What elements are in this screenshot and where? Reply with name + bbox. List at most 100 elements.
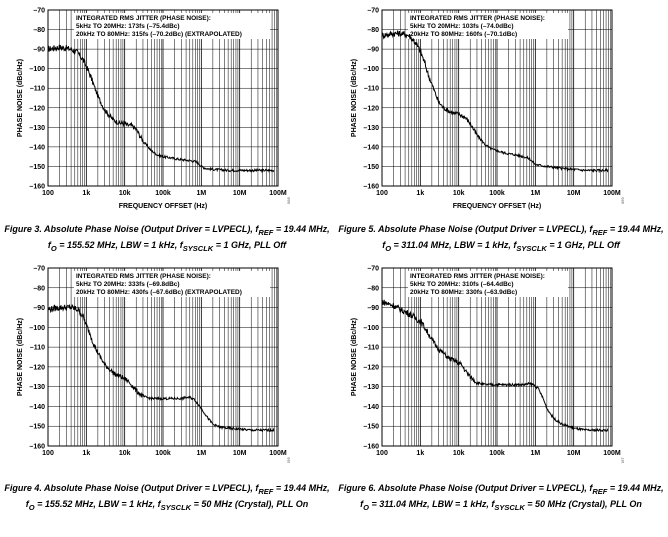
figure-id-label: 056: [286, 457, 291, 463]
y-tick-label: –130: [363, 125, 379, 132]
x-tick-label: 10k: [119, 190, 131, 197]
caption-line1-text: Figure 4. Absolute Phase Noise (Output D…: [4, 483, 259, 493]
annotation-box: [408, 271, 568, 297]
caption-line1-text: Figure 5. Absolute Phase Noise (Output D…: [338, 224, 593, 234]
phase-noise-series-line: [47, 303, 275, 433]
y-axis-label: PHASE NOISE (dBc/Hz): [351, 318, 358, 396]
y-tick-label: –140: [29, 144, 45, 151]
y-tick-label: –150: [363, 164, 379, 171]
caption-line1-text: Figure 6. Absolute Phase Noise (Output D…: [338, 483, 593, 493]
plot-frame: [47, 9, 279, 187]
phase-noise-chart-fig6: –70 –80 –90 –100 –110 –120 –130 –140 –150 –160 100…: [334, 258, 668, 464]
y-tick-label: –70: [33, 8, 45, 15]
y-tick-label: –150: [29, 164, 45, 171]
caption-subscript: SYSCLK: [182, 243, 214, 253]
y-tick-label: –160: [29, 444, 45, 451]
y-tick-label: –120: [363, 364, 379, 371]
x-tick-label: 10M: [233, 450, 247, 457]
figure-id-label: 069: [620, 197, 625, 204]
grid: [47, 9, 279, 187]
chart-svg: –70–80–90–100–110–120–130–140–150–160100…: [17, 8, 291, 211]
figure-caption-fig6: Figure 6. Absolute Phase Noise (Output D…: [334, 482, 668, 514]
y-tick-label: –160: [363, 184, 379, 191]
caption-line1-text: Figure 3. Absolute Phase Noise (Output D…: [4, 224, 259, 234]
x-tick-label: 1k: [416, 190, 424, 197]
x-tick-label: 10k: [453, 450, 465, 457]
annotation-box: [74, 271, 270, 297]
y-tick-label: –90: [367, 47, 379, 54]
annotation-text: INTEGRATED RMS JITTER (PHASE NOISE):: [410, 273, 545, 280]
y-tick-label: –130: [29, 384, 45, 391]
x-tick-label: 10M: [567, 450, 581, 457]
x-tick-label: 100: [376, 450, 388, 457]
plot-frame: [381, 9, 613, 187]
x-axis-label: FREQUENCY OFFSET (Hz): [453, 203, 542, 210]
figure-id-label: 067: [620, 457, 625, 463]
figure-caption-fig5: Figure 5. Absolute Phase Noise (Output D…: [334, 223, 668, 255]
x-tick-label: 100: [42, 450, 54, 457]
figure-id-label: 068: [286, 197, 291, 204]
y-tick-label: –110: [30, 345, 45, 352]
y-tick-label: –140: [29, 404, 45, 411]
caption-subscript: O: [385, 243, 392, 253]
annotation-text: 5kHz TO 20MHz: 103fs (–74.0dBc): [410, 23, 514, 30]
annotation-text: 5kHz TO 20MHz: 173fs (–75.4dBc): [76, 23, 180, 30]
x-tick-label: 1M: [530, 450, 540, 457]
caption-line2-end: = 1 GHz, PLL Off: [213, 239, 287, 250]
caption-line2-rest: = 311.04 MHz, LBW = 1 kHz, f: [368, 498, 495, 509]
caption-line2-end: = 50 MHz (Crystal), PLL On: [524, 498, 642, 509]
phase-noise-series-line: [381, 30, 609, 174]
caption-line1-rest: = 19.44 MHz,: [607, 224, 664, 234]
phase-noise-series-line: [47, 44, 275, 174]
annotation-text: 20kHz TO 80MHz: 430fs (–67.6dBc) (EXTRAP…: [76, 289, 242, 296]
x-tick-label: 100k: [155, 450, 171, 457]
x-tick-label: 10M: [233, 190, 247, 197]
caption-line2-rest: = 311.04 MHz, LBW = 1 kHz, f: [391, 239, 517, 250]
x-tick-label: 100k: [155, 190, 171, 197]
y-tick-label: –110: [30, 86, 45, 93]
plot-frame: [47, 267, 279, 447]
caption-line1-rest: = 19.44 MHz,: [273, 224, 330, 234]
x-tick-label: 100M: [603, 190, 621, 197]
y-tick-label: –70: [367, 8, 379, 15]
y-axis-label: PHASE NOISE (dBc/Hz): [17, 59, 24, 137]
annotation-text: 20kHz TO 80MHz: 160fs (–70.1dBc): [410, 31, 517, 38]
grid: [381, 267, 613, 447]
y-tick-label: –80: [33, 27, 45, 34]
y-tick-label: –160: [29, 184, 45, 191]
caption-line2-text: f: [25, 498, 29, 509]
caption-subscript: SYSCLK: [160, 502, 192, 512]
y-tick-label: –100: [29, 325, 45, 332]
y-tick-label: –120: [363, 105, 379, 112]
x-tick-label: 10k: [119, 450, 131, 457]
y-tick-label: –160: [363, 444, 379, 451]
x-tick-label: 1M: [196, 190, 206, 197]
y-tick-label: –90: [33, 305, 45, 312]
y-tick-label: –100: [29, 66, 45, 73]
phase-noise-chart-fig4: –70 –80 –90 –100 –110 –120 –130 –140 –150 –160 100…: [0, 258, 334, 464]
caption-line2-end: = 50 MHz (Crystal), PLL On: [191, 498, 309, 509]
caption-line2-text: f: [47, 239, 51, 250]
y-tick-label: –70: [367, 266, 379, 273]
chart-svg: –70–80–90–100–110–120–130–140–150–160100…: [351, 8, 625, 211]
figure-caption-fig4: Figure 4. Absolute Phase Noise (Output D…: [0, 482, 334, 514]
annotation-text: INTEGRATED RMS JITTER (PHASE NOISE):: [410, 15, 545, 22]
x-tick-label: 1k: [82, 450, 90, 457]
caption-line1-rest: = 19.44 MHz,: [607, 483, 664, 493]
caption-subscript: SYSCLK: [516, 243, 547, 253]
phase-noise-series-line: [381, 299, 609, 433]
y-tick-label: –110: [364, 86, 379, 93]
caption-subscript: REF: [258, 486, 274, 496]
y-tick-label: –80: [33, 285, 45, 292]
y-tick-label: –80: [367, 27, 379, 34]
x-tick-label: 1M: [196, 450, 206, 457]
x-tick-label: 1k: [82, 190, 90, 197]
grid: [381, 9, 613, 187]
y-tick-label: –100: [363, 66, 379, 73]
y-axis-label: PHASE NOISE (dBc/Hz): [351, 59, 358, 137]
x-tick-label: 100k: [489, 450, 505, 457]
x-tick-label: 10M: [567, 190, 581, 197]
caption-subscript: SYSCLK: [494, 502, 525, 512]
caption-line2-rest: = 155.52 MHz, LBW = 1 kHz, f: [56, 239, 183, 250]
y-tick-label: –90: [33, 47, 45, 54]
